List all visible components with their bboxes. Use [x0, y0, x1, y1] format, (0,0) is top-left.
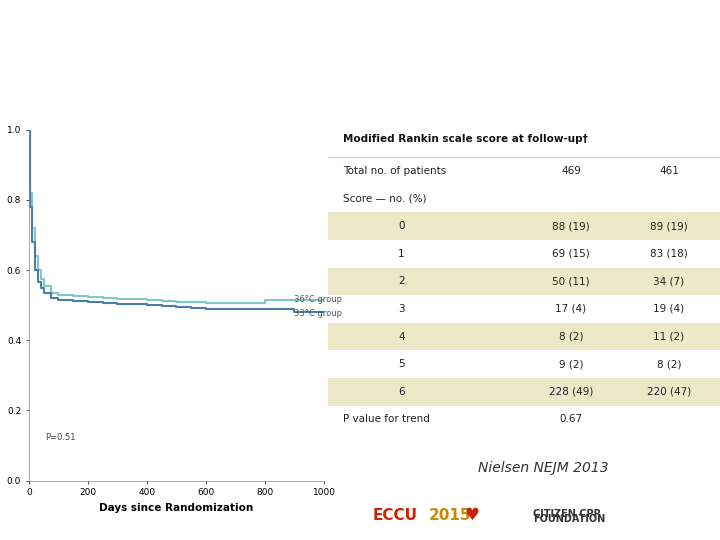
Text: 0.67: 0.67: [559, 414, 582, 424]
Text: Modified Rankin scale score at follow-up†: Modified Rankin scale score at follow-up…: [343, 134, 588, 144]
Text: 83 (18): 83 (18): [650, 249, 688, 259]
Text: 50 (11): 50 (11): [552, 276, 590, 286]
Text: P value for trend: P value for trend: [343, 414, 430, 424]
Text: 4: 4: [398, 332, 405, 342]
Text: 6: 6: [398, 387, 405, 397]
Text: 8 (2): 8 (2): [559, 332, 583, 342]
Text: 2015: 2015: [428, 508, 471, 523]
Text: 461: 461: [659, 166, 679, 176]
Text: P=0.51: P=0.51: [45, 433, 76, 442]
Y-axis label: Probability of Survival: Probability of Survival: [0, 255, 1, 355]
Text: CITIZEN CPR: CITIZEN CPR: [533, 509, 601, 519]
Text: 469: 469: [561, 166, 581, 176]
Text: 0: 0: [398, 221, 405, 231]
Text: 9 (2): 9 (2): [559, 359, 583, 369]
Text: 88 (19): 88 (19): [552, 221, 590, 231]
Bar: [328, 212, 720, 240]
Text: 220 (47): 220 (47): [647, 387, 691, 397]
Text: 11 (2): 11 (2): [654, 332, 685, 342]
Text: 228 (49): 228 (49): [549, 387, 593, 397]
Text: Nielsen NEJM 2013: Nielsen NEJM 2013: [478, 461, 608, 475]
Text: Score — no. (%): Score — no. (%): [343, 193, 427, 204]
Bar: [328, 323, 720, 350]
Text: 5: 5: [398, 359, 405, 369]
Text: ECCU: ECCU: [373, 508, 418, 523]
Text: 34 (7): 34 (7): [654, 276, 685, 286]
Text: 69 (15): 69 (15): [552, 249, 590, 259]
Text: 19 (4): 19 (4): [654, 304, 685, 314]
Text: 33°C group: 33°C group: [294, 309, 343, 318]
Text: ♥: ♥: [464, 507, 479, 524]
Text: No Difference in Outcomes with Target: No Difference in Outcomes with Target: [56, 24, 664, 52]
Bar: [328, 378, 720, 406]
Bar: [328, 267, 720, 295]
Text: 2: 2: [398, 276, 405, 286]
Text: 8 (2): 8 (2): [657, 359, 681, 369]
Text: 36°C group: 36°C group: [294, 295, 343, 305]
Text: 17 (4): 17 (4): [555, 304, 587, 314]
X-axis label: Days since Randomization: Days since Randomization: [99, 503, 253, 513]
Text: FOUNDATION: FOUNDATION: [533, 515, 605, 524]
Text: Temperature of 33°C vs. 36°C: Temperature of 33°C vs. 36°C: [130, 75, 590, 103]
Text: 1: 1: [398, 249, 405, 259]
Text: 3: 3: [398, 304, 405, 314]
Text: 89 (19): 89 (19): [650, 221, 688, 231]
Text: Total no. of patients: Total no. of patients: [343, 166, 446, 176]
